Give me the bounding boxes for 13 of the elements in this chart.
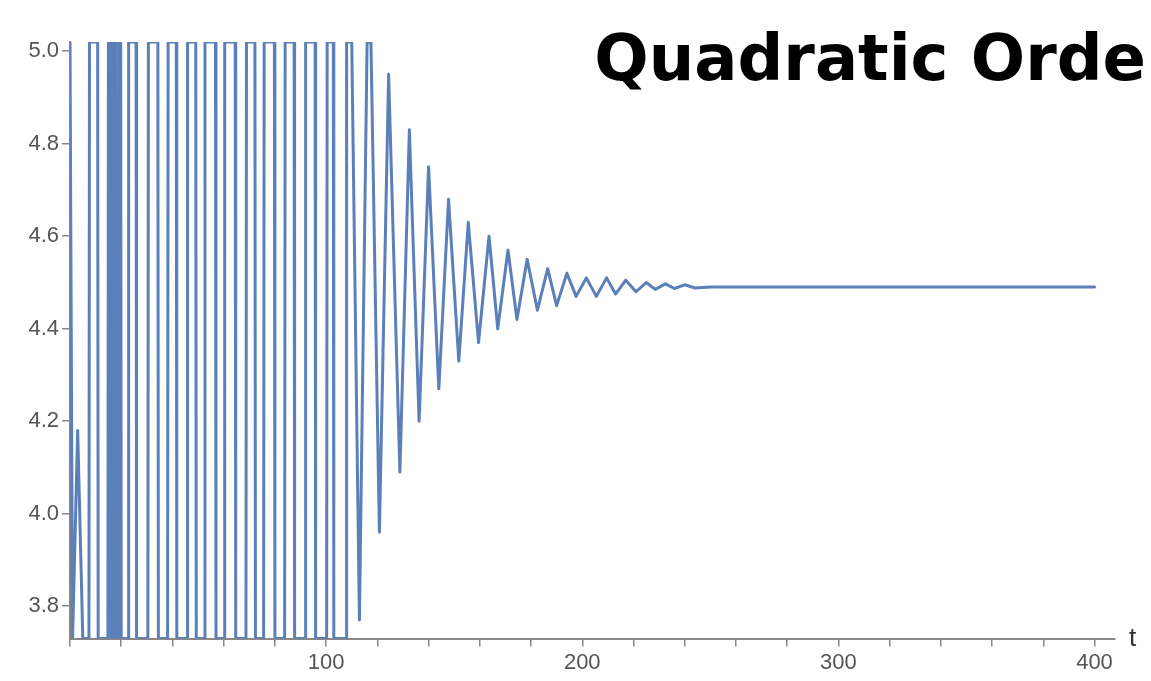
y-tick-label: 4.0 — [28, 499, 59, 525]
y-tick-label: 3.8 — [28, 592, 59, 618]
x-axis-title: t — [1129, 621, 1137, 652]
x-tick-label: 400 — [1076, 648, 1113, 674]
y-tick-label: 5.0 — [28, 37, 59, 63]
x-tick-label: 200 — [563, 648, 601, 674]
y-tick-label: 4.2 — [28, 407, 59, 433]
x-tick-label: 100 — [307, 648, 345, 674]
y-tick-label: 4.6 — [28, 222, 59, 248]
y-tick-label: 4.8 — [28, 129, 59, 155]
chart-title: Quadratic Orde — [594, 21, 1146, 95]
x-tick-label: 300 — [820, 648, 857, 674]
y-tick-label: 4.4 — [28, 314, 59, 340]
